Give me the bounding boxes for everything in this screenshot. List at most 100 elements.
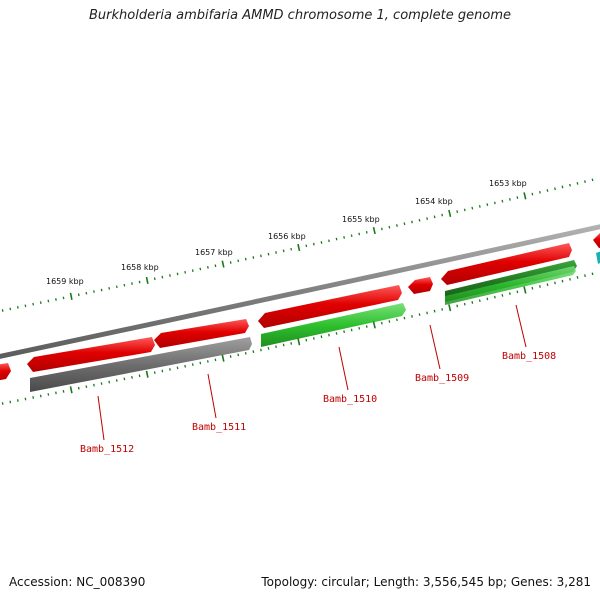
minor-tick — [267, 252, 270, 256]
minor-tick — [531, 192, 534, 196]
leader-line — [429, 324, 441, 370]
minor-tick — [561, 185, 564, 189]
minor-tick — [260, 348, 262, 352]
minor-tick — [305, 338, 308, 342]
minor-tick — [138, 280, 141, 284]
gene-label-leaders — [97, 304, 527, 441]
minor-tick — [153, 277, 156, 281]
minor-tick — [1, 309, 4, 312]
minor-tick — [62, 389, 65, 393]
minor-tick — [176, 272, 179, 276]
minor-tick — [32, 396, 35, 399]
minor-tick — [396, 318, 398, 322]
leader-line — [97, 395, 105, 441]
minor-tick — [123, 377, 126, 381]
minor-tick — [328, 239, 330, 243]
minor-tick — [463, 208, 466, 212]
major-tick — [523, 192, 527, 200]
leader-line — [338, 346, 349, 391]
minor-tick — [244, 351, 247, 355]
minor-tick — [516, 196, 519, 199]
minor-tick — [100, 288, 103, 292]
major-tick — [145, 370, 149, 378]
minor-tick — [169, 368, 171, 371]
forward-strand — [0, 233, 600, 381]
minor-tick — [153, 371, 156, 374]
cds-arrow — [408, 277, 433, 294]
minor-tick — [24, 304, 27, 308]
map-title: Burkholderia ambifaria AMMD chromosome 1… — [88, 8, 512, 23]
kbp-label-1658: 1658 kbp — [121, 263, 159, 272]
minor-tick — [93, 383, 95, 387]
minor-tick — [591, 178, 594, 182]
minor-tick — [138, 374, 141, 378]
minor-tick — [365, 325, 368, 328]
minor-tick — [131, 375, 133, 379]
cds-arrow — [0, 363, 11, 381]
minor-tick — [508, 292, 511, 295]
minor-tick — [252, 350, 255, 354]
minor-tick — [463, 302, 466, 306]
minor-tick — [282, 343, 285, 347]
minor-tick — [131, 282, 133, 285]
minor-tick — [24, 397, 27, 401]
minor-tick — [39, 394, 42, 398]
minor-tick — [229, 355, 232, 358]
minor-tick — [343, 330, 346, 334]
minor-tick — [531, 286, 534, 290]
minor-tick — [93, 290, 95, 293]
major-tick — [297, 338, 301, 346]
minor-tick — [411, 220, 413, 224]
minor-tick — [403, 222, 406, 226]
minor-tick — [9, 400, 12, 404]
major-tick — [69, 386, 73, 394]
minor-tick — [426, 311, 429, 315]
minor-tick — [100, 382, 103, 385]
minor-tick — [176, 366, 179, 370]
major-tick — [448, 209, 452, 217]
minor-tick — [184, 270, 187, 274]
minor-tick — [411, 314, 413, 318]
cds-arrow — [441, 243, 572, 285]
minor-tick — [161, 369, 164, 373]
gene-label-bamb-1508: Bamb_1508 — [502, 351, 556, 362]
major-tick — [372, 227, 376, 235]
minor-tick — [478, 299, 481, 303]
genome-summary-text: Topology: circular; Length: 3,556,545 bp… — [261, 575, 591, 589]
minor-tick — [493, 295, 496, 299]
minor-tick — [584, 180, 586, 183]
minor-tick — [388, 225, 391, 229]
minor-tick — [229, 261, 232, 264]
minor-tick — [199, 267, 202, 271]
cds-arrow-gray — [30, 337, 252, 392]
minor-tick — [237, 353, 240, 357]
cds-arrow — [154, 319, 249, 348]
minor-tick — [115, 379, 118, 382]
minor-tick — [508, 198, 511, 201]
minor-tick — [77, 386, 80, 390]
minor-tick — [206, 266, 209, 269]
minor-tick — [312, 242, 315, 246]
minor-tick — [39, 301, 42, 305]
minor-tick — [441, 213, 444, 217]
gene-label-bamb-1512: Bamb_1512 — [80, 444, 134, 455]
kbp-label-1653: 1653 kbp — [489, 179, 527, 188]
minor-tick — [244, 257, 247, 261]
cds-arrow-green — [261, 303, 406, 347]
minor-tick — [47, 299, 50, 303]
minor-tick — [206, 360, 209, 363]
major-tick — [69, 292, 73, 300]
major-tick — [448, 304, 452, 312]
minor-tick — [554, 187, 556, 191]
leader-line — [207, 373, 217, 419]
minor-tick — [320, 241, 323, 244]
minor-tick — [328, 333, 330, 337]
minor-tick — [456, 210, 459, 214]
minor-tick — [546, 189, 549, 192]
minor-tick — [267, 346, 270, 350]
minor-tick — [275, 251, 277, 254]
accession-text: Accession: NC_008390 — [9, 575, 146, 589]
minor-tick — [55, 298, 57, 301]
minor-tick — [433, 309, 436, 313]
minor-tick — [554, 281, 556, 285]
